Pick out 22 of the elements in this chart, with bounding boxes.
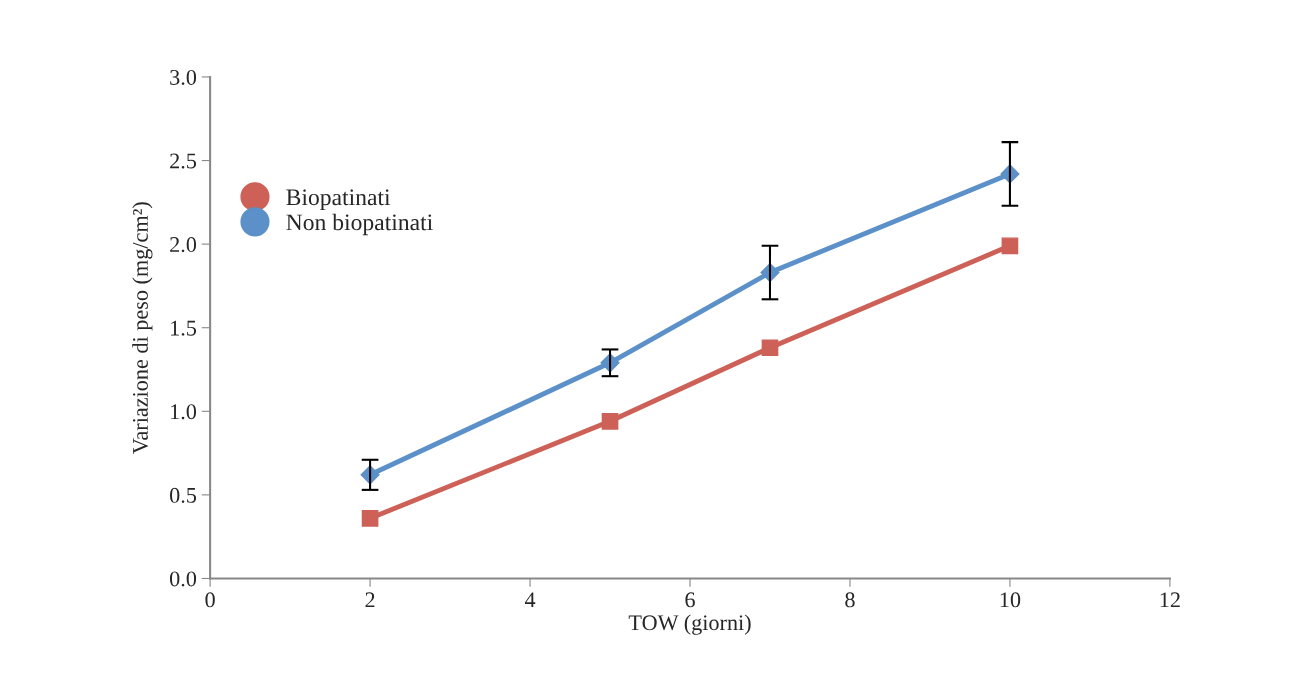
point (361, 509, 379, 527)
x-tick-label: 0 (205, 592, 215, 608)
y-tick-label: 1.0 (171, 404, 197, 420)
x-tick-label: 6 (685, 592, 695, 608)
y-axis-title: Variazione di peso (mg/cm²) (132, 202, 153, 454)
legend-label: Biopatinati (286, 189, 391, 211)
x-tick-label: 4 (524, 592, 536, 608)
x-axis-title: TOW (giorni) (628, 614, 751, 635)
point (761, 339, 779, 357)
y-tick-label: 2.0 (170, 237, 197, 253)
y-tick-label: 2.5 (170, 153, 197, 169)
y-tick-label: 0.5 (169, 487, 197, 503)
y-tick-label: 0.0 (169, 571, 197, 587)
y-tick-label: 1.5 (171, 320, 197, 336)
x-tick-label: 2 (365, 592, 375, 608)
x-tick-label: 12 (1160, 592, 1180, 608)
legend-label: Non biopatinati (286, 213, 433, 236)
point (1001, 237, 1019, 255)
point (601, 412, 619, 430)
y-tick-label: 3.0 (170, 69, 197, 85)
x-tick-label: 8 (845, 592, 855, 608)
x-tick-label: 10 (1000, 592, 1021, 608)
